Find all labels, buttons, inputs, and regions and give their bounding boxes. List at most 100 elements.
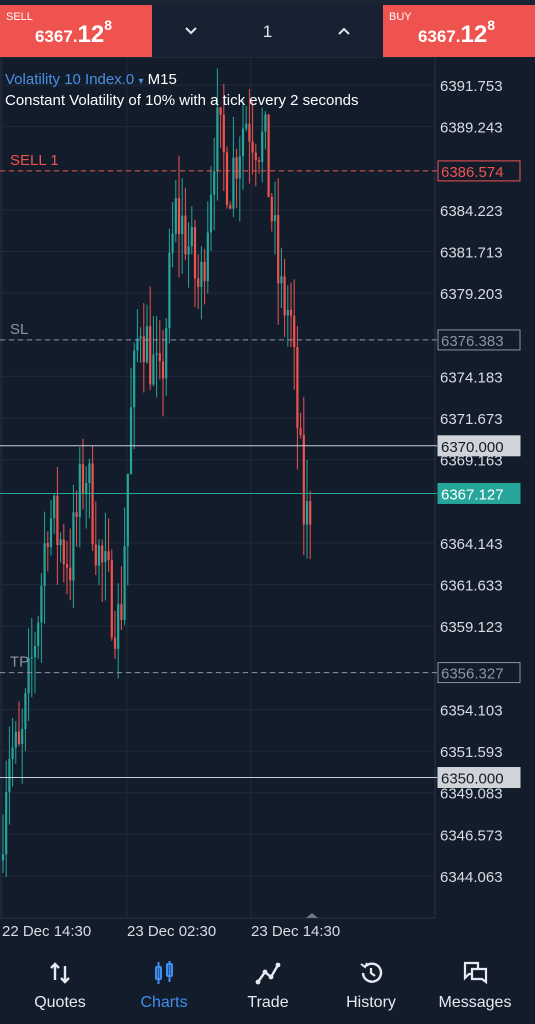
candle-body	[81, 464, 85, 495]
candle-body	[113, 637, 117, 649]
price-axis-label: 6391.753	[440, 78, 503, 95]
history-icon	[360, 962, 383, 983]
candle-body	[123, 546, 126, 620]
chevron-down-icon[interactable]	[179, 19, 203, 43]
candle-body	[14, 731, 17, 748]
sell-button[interactable]: SELL 6367.128	[0, 5, 152, 57]
candle-body	[197, 278, 200, 287]
candle-body	[110, 559, 113, 638]
candle-body	[133, 350, 136, 408]
charts-icon	[155, 961, 173, 984]
candle-body	[165, 328, 168, 379]
candle-body	[62, 539, 65, 565]
candle-body	[65, 564, 69, 568]
candle-body	[8, 759, 11, 793]
candle-body	[142, 336, 145, 363]
nav-charts[interactable]: Charts	[114, 942, 214, 1024]
candlestick-chart[interactable]: 6391.753 6389.243 6384.223 6381.713 6379.203…	[0, 57, 535, 942]
candle-body	[139, 336, 142, 339]
candle-body	[59, 539, 62, 546]
price-axis-label: 6361.633	[440, 578, 503, 595]
buy-label: BUY	[389, 11, 412, 23]
candle-body	[161, 361, 165, 379]
candle-body	[37, 622, 40, 647]
candle-body	[216, 107, 219, 172]
sell-level-price-value: 6386.574	[441, 164, 504, 181]
price-axis-label: 6359.123	[440, 619, 503, 636]
candle-body	[5, 792, 8, 855]
candle-body	[49, 518, 53, 548]
nav-quotes-label: Quotes	[34, 994, 86, 1011]
candle-body	[309, 501, 312, 525]
candle-body	[1, 854, 5, 861]
candle-body	[245, 123, 248, 129]
buy-button[interactable]: BUY 6367.128	[383, 5, 535, 57]
sell-label: SELL	[6, 11, 33, 23]
candle-body	[213, 171, 216, 195]
nav-trade[interactable]: Trade	[218, 942, 318, 1024]
buy-price: 6367.128	[417, 17, 495, 48]
candle-body	[17, 731, 21, 745]
plot-area	[0, 57, 436, 919]
tp-level-price-tag	[437, 662, 521, 684]
price-axis-label: 6389.243	[440, 120, 503, 137]
candle-body	[235, 157, 238, 179]
candle-body	[97, 545, 101, 566]
symbol-dropdown-icon[interactable]: ▾	[138, 76, 144, 87]
candle-body	[129, 407, 133, 474]
candle-body	[248, 123, 251, 142]
horizontal-line-2-price-tag	[437, 767, 521, 789]
candle-body	[104, 551, 107, 563]
symbol-name[interactable]: Volatility 10 Index.0	[5, 71, 135, 88]
tp-level-price-value: 6356.327	[441, 666, 504, 683]
candle-body	[270, 196, 273, 222]
price-axis-label: 6381.713	[440, 245, 503, 262]
messages-icon	[463, 961, 488, 985]
horizontal-line-1-price-tag	[437, 435, 521, 457]
price-axis-label: 6349.083	[440, 786, 503, 803]
price-chart[interactable]: 6391.753 6389.243 6384.223 6381.713 6379.203…	[0, 57, 535, 942]
candle-body	[168, 252, 171, 329]
candle-body	[251, 141, 254, 153]
candle-body	[209, 194, 213, 233]
nav-history-label: History	[346, 994, 396, 1011]
candle-body	[273, 215, 277, 222]
candle-body	[78, 464, 81, 517]
nav-messages[interactable]: Messages	[425, 942, 525, 1024]
candle-body	[155, 353, 158, 355]
candle-body	[286, 309, 289, 316]
candle-body	[40, 585, 43, 623]
candle-body	[219, 107, 222, 115]
candle-body	[11, 747, 14, 760]
candle-body	[305, 501, 309, 525]
candle-body	[232, 157, 235, 209]
candle-body	[21, 728, 24, 745]
candle-body	[184, 215, 187, 255]
trade-icon	[255, 962, 281, 985]
candle-body	[238, 156, 241, 179]
candle-body	[267, 114, 270, 197]
sl-level-price-value: 6376.383	[441, 333, 504, 350]
trade-bar: SELL 6367.128 1 BUY 6367.128	[0, 0, 535, 57]
candle-body	[88, 463, 91, 483]
lot-size-value[interactable]: 1	[262, 22, 273, 41]
price-axis-label: 6354.103	[440, 702, 503, 719]
candle-body	[190, 226, 193, 247]
horizontal-line-1-price-value: 6370.000	[441, 439, 504, 456]
time-axis-label: 23 Dec 14:30	[251, 923, 340, 940]
current-price-price-value: 6367.127	[441, 486, 504, 503]
candle-body	[158, 353, 161, 362]
nav-quotes[interactable]: Quotes	[10, 942, 110, 1024]
candle-body	[46, 543, 49, 548]
candle-body	[107, 551, 110, 560]
candle-body	[120, 604, 123, 620]
candle-body	[200, 261, 203, 287]
candle-body	[299, 428, 302, 435]
horizontal-line-2-price-value: 6350.000	[441, 771, 504, 788]
candle-body	[283, 276, 286, 316]
candle-body	[193, 226, 197, 279]
chevron-up-icon[interactable]	[332, 19, 356, 43]
nav-charts-label: Charts	[140, 994, 188, 1011]
nav-history[interactable]: History	[321, 942, 421, 1024]
